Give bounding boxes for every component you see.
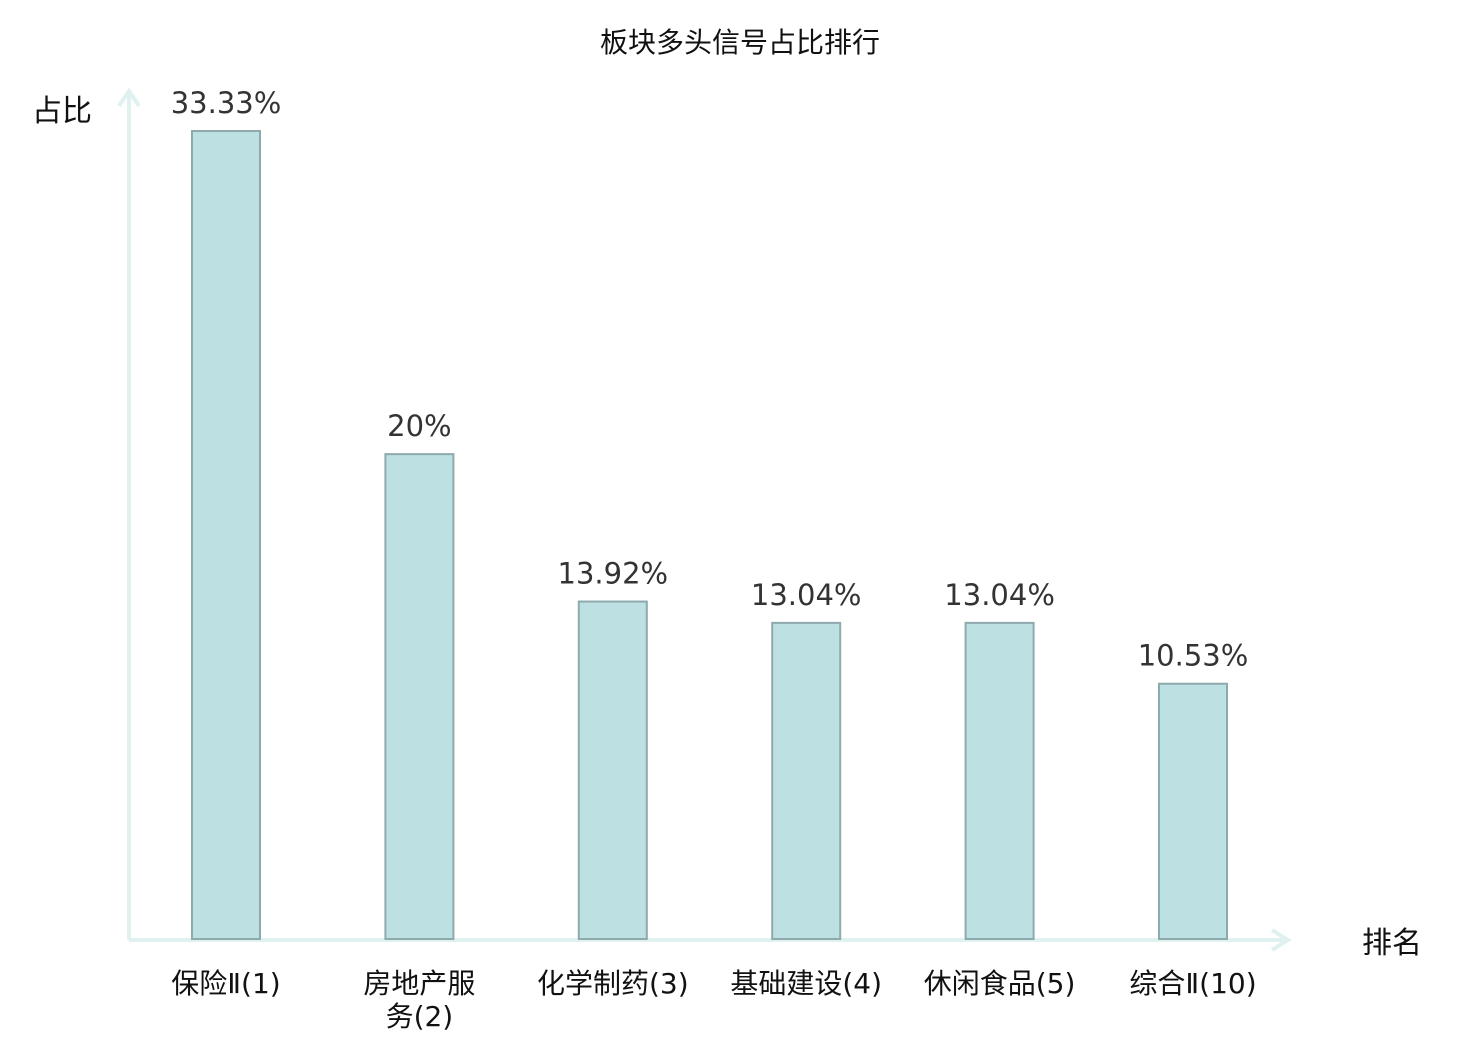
bar-2 [384,453,455,940]
x-axis-label: 排名 [1362,926,1422,961]
category-label-2: 房地产服务(2) [363,967,475,1033]
bar-6 [1158,682,1228,941]
data-label-1: 33.33% [171,86,282,120]
category-label-6: 综合Ⅱ(10) [1129,967,1256,1000]
bar-3 [577,600,648,941]
category-label-5: 休闲食品(5) [924,967,1076,1000]
bar-5 [964,621,1035,940]
data-label-6: 10.53% [1138,639,1249,673]
data-label-3: 13.92% [558,557,669,591]
y-axis-arrow [117,87,141,108]
data-label-5: 13.04% [944,578,1055,612]
bar-4 [771,621,842,940]
data-label-4: 13.04% [751,578,862,612]
category-label-1: 保险Ⅱ(1) [171,967,280,1000]
chart-title: 板块多头信号占比排行 [600,26,880,59]
x-axis-arrow [1270,928,1292,952]
category-label-4: 基础建设(4) [730,967,882,1000]
bar-1 [191,130,261,940]
data-label-2: 20% [387,409,451,443]
bars-group: 33.33% 保险Ⅱ(1) 20% 房地产服务(2) 13.92% 化学制药(3) 13.0… [171,86,1257,1033]
y-axis-label: 占比 [32,94,92,129]
category-label-3: 化学制药(3) [537,967,689,1000]
